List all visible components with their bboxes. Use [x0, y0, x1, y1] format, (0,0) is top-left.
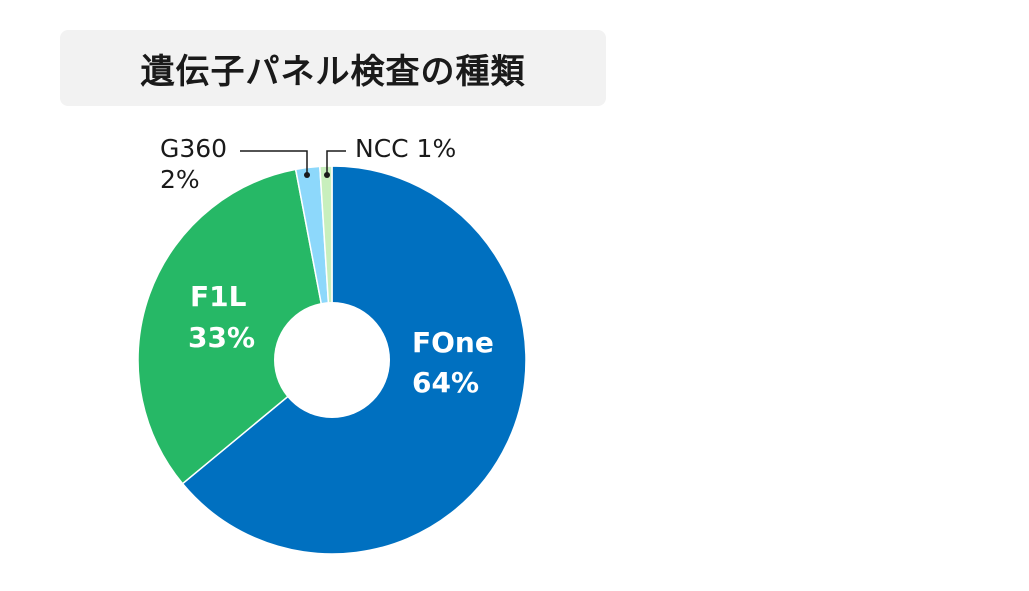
callout-dot-g360 [304, 172, 310, 178]
callout-label-g360-value: 2% [160, 165, 200, 194]
callout-label-ncc: NCC 1% [355, 134, 456, 163]
callout-label-g360-name: G360 [160, 134, 227, 163]
callout-dot-ncc [324, 172, 330, 178]
callout-line-g360 [240, 150, 308, 175]
donut-hole [274, 302, 390, 418]
slice-label-fone-name: FOne [412, 326, 494, 359]
callout-line-ncc [326, 150, 346, 175]
slice-label-f1l-name: F1L [190, 280, 247, 313]
chart-title-box: 遺伝子パネル検査の種類 [60, 30, 606, 106]
chart-title: 遺伝子パネル検査の種類 [140, 51, 526, 92]
slice-f1l [137, 168, 333, 485]
slice-label-fone-value: 64% [412, 366, 479, 399]
slice-label-f1l-value: 33% [188, 321, 255, 354]
